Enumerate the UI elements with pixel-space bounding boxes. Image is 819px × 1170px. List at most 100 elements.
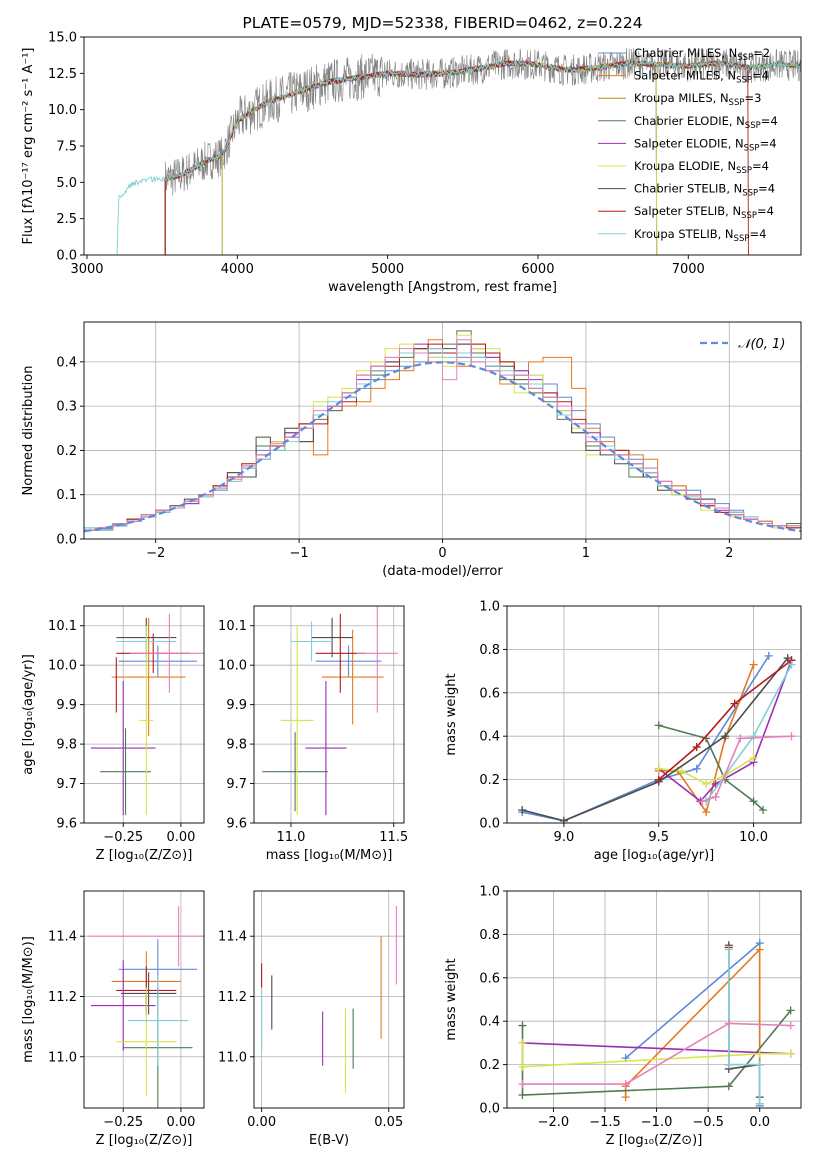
x-tick-label: 0.00 [166, 830, 195, 845]
x-tick-label: 2 [725, 546, 733, 561]
x-tick-label: 7000 [672, 262, 705, 277]
y-axis-label: Flux [fλ10⁻¹⁷ erg cm⁻² s⁻¹ A⁻¹] [21, 48, 36, 245]
y-tick-label: 7.5 [56, 140, 77, 155]
plus-marker [786, 1006, 795, 1015]
plus-marker [692, 764, 701, 773]
error-bar-point [139, 625, 154, 816]
y-tick-label: 10.0 [48, 659, 77, 674]
axes-frame [83, 605, 205, 824]
panel-weight-vs-age: 9.0 9.5 10.0 0.0 0.2 0.4 0.6 0.8 1.0 age [log₁₀(a… [444, 600, 802, 863]
plus-marker [518, 1062, 527, 1071]
x-tick-label: −0.5 [692, 1115, 724, 1130]
y-tick-label: 10.0 [218, 659, 247, 674]
weight-series-line [522, 655, 770, 822]
error-bar-point [280, 625, 314, 816]
error-bar-point [130, 613, 204, 693]
legend-entry: Chabrier ELODIE, NSSP=4 [634, 114, 778, 131]
legend-entry: Salpeter MILES, NSSP=4 [634, 69, 769, 86]
plus-marker [518, 1038, 527, 1047]
x-axis-label: Z [log₁₀(Z/Z⊙)] [96, 848, 193, 863]
error-bar-point [315, 645, 382, 678]
plus-marker [724, 1019, 733, 1028]
y-tick-label: 0.2 [479, 1058, 500, 1073]
x-tick-label: 9.5 [648, 830, 669, 845]
plus-marker [702, 779, 711, 788]
x-tick-label: 1 [582, 546, 590, 561]
plus-marker [654, 721, 663, 730]
y-tick-label: 11.0 [218, 1050, 247, 1065]
plus-marker [692, 743, 701, 752]
error-bar-point [262, 732, 328, 812]
y-tick-label: 9.6 [56, 817, 77, 832]
y-tick-label: 10.0 [48, 103, 77, 118]
plot-area [116, 47, 801, 255]
x-tick-label: −0.25 [103, 830, 143, 845]
axes-frame [506, 605, 802, 824]
y-tick-label: 0.0 [56, 533, 77, 548]
x-axis-label: Z [log₁₀(Z/Z⊙)] [606, 1133, 703, 1148]
plus-marker [786, 1049, 795, 1058]
panel-age-vs-metallicity: −0.25 0.00 9.6 9.7 9.8 9.9 10.0 10.1 Z [log₁₀(Z/… [21, 605, 205, 863]
y-tick-label: 0.0 [56, 249, 77, 264]
y-tick-label: 9.6 [226, 817, 247, 832]
error-bar-point [321, 629, 384, 725]
error-bar-point [290, 621, 333, 662]
y-tick-label: 9.7 [56, 777, 77, 792]
legend-entry: Kroupa STELIB, NSSP=4 [634, 227, 766, 244]
y-tick-label: 0.0 [479, 817, 500, 832]
panel-mass-vs-ebv: 0.00 0.05 11.0 11.2 11.4 E(B-V) [218, 890, 405, 1148]
y-tick-label: 0.6 [479, 686, 500, 701]
plus-marker [736, 734, 745, 743]
x-tick-label: 0.00 [166, 1115, 195, 1130]
error-bar-point [116, 987, 177, 1096]
y-tick-label: 0.8 [479, 643, 500, 658]
y-axis-label: mass weight [444, 958, 459, 1040]
plus-marker [786, 1021, 795, 1030]
model-spectrum-line [116, 59, 801, 255]
plot-area [261, 906, 397, 1093]
x-tick-label: −1 [290, 546, 309, 561]
plus-marker [518, 1090, 527, 1099]
error-bar-point [305, 680, 347, 816]
y-tick-label: 0.4 [56, 355, 77, 370]
plot-area [88, 906, 204, 1108]
observed-spectrum-line [164, 47, 801, 200]
x-axis-label: E(B-V) [309, 1133, 349, 1148]
x-tick-label: 0.00 [247, 1115, 276, 1130]
plus-marker [621, 1080, 630, 1089]
x-tick-label: 9.0 [554, 830, 575, 845]
plus-marker [755, 1099, 764, 1108]
weight-series-line [521, 1042, 791, 1068]
plus-marker [749, 660, 758, 669]
plot-area [518, 651, 796, 823]
panel-spectrum: PLATE=0579, MJD=52338, FIBERID=0462, z=0… [21, 14, 802, 295]
plot-area [90, 613, 204, 816]
error-bar-point [127, 975, 188, 1066]
panel-residual-histogram: −2 −1 0 1 2 0.0 0.1 0.2 0.3 0.4 (data-model)/error… [21, 321, 802, 579]
error-bar-point [90, 680, 156, 816]
plus-marker [698, 797, 707, 806]
plus-marker [621, 1093, 630, 1102]
model-spectrum-line [221, 59, 658, 255]
y-tick-label: 5.0 [56, 176, 77, 191]
plus-marker [755, 945, 764, 954]
y-tick-label: 9.8 [56, 738, 77, 753]
error-bar-point [120, 972, 177, 1015]
plus-marker [654, 775, 663, 784]
y-tick-label: 0.4 [479, 1015, 500, 1030]
x-tick-label: 11.0 [277, 830, 306, 845]
model-spectrum-line [221, 60, 658, 255]
plus-marker [724, 1082, 733, 1091]
panel-weight-vs-metallicity: −2.0 −1.5 −1.0 −0.5 0.0 0.0 0.2 0.4 0.6 0.8 1.0 Z [… [444, 885, 802, 1148]
y-tick-label: 11.4 [218, 930, 247, 945]
y-axis-label: Normed distribution [21, 366, 36, 496]
y-axis-label: mass weight [444, 673, 459, 755]
panel-age-vs-mass: 11.0 11.5 9.6 9.7 9.8 9.9 10.0 10.1 mass [log₁₀(… [218, 605, 408, 863]
plus-marker [759, 805, 768, 814]
legend-entry: Salpeter STELIB, NSSP=4 [634, 204, 774, 221]
weight-series-line [702, 735, 792, 803]
x-tick-label: −0.25 [103, 1115, 143, 1130]
y-tick-label: 9.9 [56, 698, 77, 713]
x-tick-label: 5000 [371, 262, 404, 277]
y-axis-label: age [log₁₀(age/yr)] [21, 654, 36, 775]
